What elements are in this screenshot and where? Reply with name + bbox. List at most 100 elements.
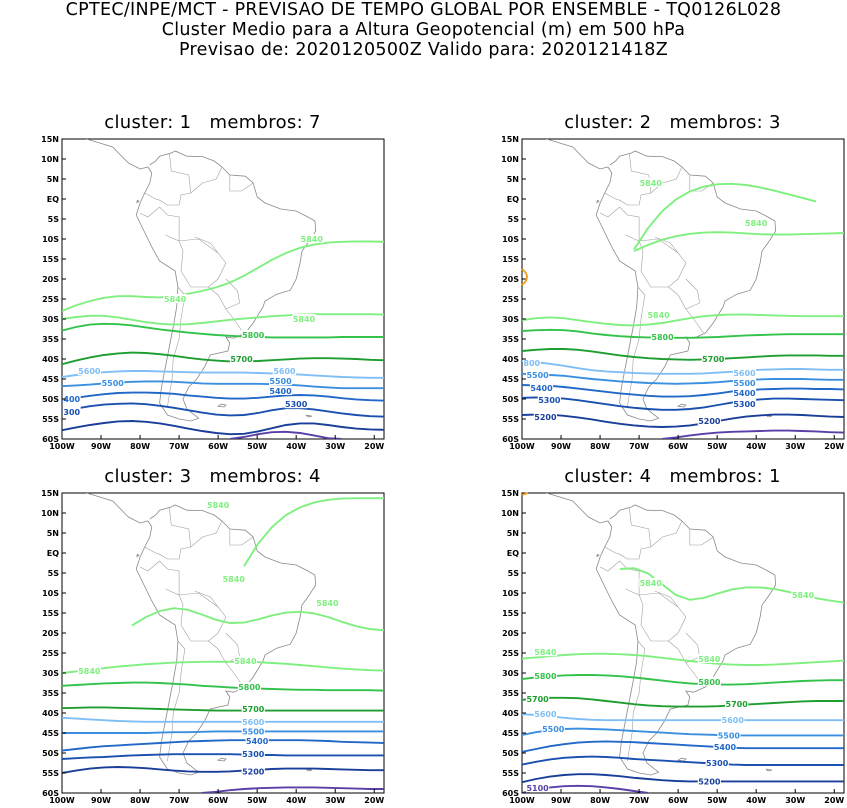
contour-5840 (243, 497, 384, 567)
lon-tick-label: 60W (668, 796, 688, 805)
lat-tick-label: 50S (502, 749, 519, 758)
contour-label-bg (268, 376, 293, 385)
coastline (545, 493, 777, 776)
country-border (654, 236, 679, 254)
contour-5700 (62, 706, 384, 712)
lon-tick-label: 70W (169, 796, 189, 805)
island (596, 553, 600, 558)
contour-label-5300: 5300 (733, 400, 756, 409)
panel-title: cluster: 3 membros: 4 (104, 466, 321, 487)
contour-label-bg (241, 330, 265, 339)
country-border (654, 590, 679, 608)
lat-tick-label: 55S (42, 415, 59, 424)
contour-label-bg (62, 394, 81, 403)
contour-label-bg (529, 383, 554, 393)
lon-tick-label: 60W (208, 442, 228, 451)
map-cluster-4: 5840 5840 5840 5840 5800 5800 5700 5700 5600 5600… (501, 489, 845, 805)
contour-label-bg (62, 406, 81, 416)
contour-5840 (633, 231, 844, 252)
lat-tick-label: 60S (42, 435, 59, 444)
contour-5200 (522, 413, 844, 428)
contour-5840 (633, 182, 817, 250)
country-border (604, 506, 652, 560)
contour-label-5800: 5800 (651, 333, 674, 342)
lat-tick-label: 30S (502, 315, 519, 324)
lat-tick-label: 20S (502, 629, 519, 638)
lat-tick-label: 10S (42, 589, 59, 598)
island (216, 403, 227, 408)
contour-label-5500: 5500 (242, 727, 265, 736)
lat-tick-label: 15N (501, 489, 519, 498)
lon-tick-label: 70W (629, 796, 649, 805)
country-border (190, 520, 223, 548)
lat-tick-label: 40S (502, 355, 519, 364)
lat-tick-label: 10N (501, 509, 519, 518)
lon-tick-label: 40W (286, 442, 306, 451)
island (305, 768, 312, 772)
contour-label-5700: 5700 (726, 700, 749, 709)
contour-label-5840: 5840 (164, 295, 187, 304)
lat-tick-label: EQ (507, 549, 519, 558)
country-border (668, 278, 700, 310)
lon-tick-label: 80W (590, 442, 610, 451)
contour-5800 (522, 674, 844, 686)
lon-tick-label: 20W (824, 442, 844, 451)
lat-tick-label: 30S (42, 315, 59, 324)
lat-tick-label: 35S (502, 689, 519, 698)
contour-5400 (62, 739, 384, 752)
contour-5880 (521, 268, 528, 286)
contour-label-bg (315, 598, 340, 607)
contour-label-5840: 5840 (78, 667, 101, 676)
contour-label-bg (732, 368, 757, 377)
lon-tick-label: 20W (364, 796, 384, 805)
contour-label-5800: 5800 (242, 331, 265, 340)
island (596, 199, 600, 204)
contour-label-5600: 5600 (733, 369, 756, 378)
lat-tick-label: 50S (42, 395, 59, 404)
contour-label-bg (732, 398, 757, 408)
contour-label-5200: 5200 (534, 413, 557, 422)
contour-5300 (62, 402, 384, 418)
lat-tick-label: EQ (507, 195, 519, 204)
contour-label-5300: 5300 (706, 759, 729, 768)
contour-label-5840: 5840 (698, 655, 721, 664)
country-border (638, 592, 687, 642)
lat-tick-label: EQ (47, 195, 59, 204)
lat-tick-label: EQ (47, 549, 59, 558)
contour-5100 (229, 430, 343, 439)
lon-tick-label: 100W (49, 442, 75, 451)
lon-tick-label: 70W (629, 442, 649, 451)
lat-tick-label: 10N (41, 155, 59, 164)
lat-tick-label: 60S (502, 789, 519, 798)
lat-tick-label: 5N (47, 529, 59, 538)
lat-tick-label: 20S (42, 275, 59, 284)
lon-tick-label: 80W (130, 442, 150, 451)
contour-label-bg (222, 574, 246, 583)
contour-label-bg (650, 332, 675, 341)
map-frame (61, 138, 385, 440)
contour-5800 (62, 681, 384, 692)
country-border (194, 590, 219, 608)
contour-label-5840: 5840 (316, 599, 339, 608)
country-border (668, 632, 700, 664)
contour-label-5840: 5840 (647, 311, 670, 320)
contour-label-bg (300, 234, 324, 243)
lat-tick-label: 25S (42, 295, 59, 304)
contour-label-5500: 5500 (269, 377, 292, 386)
contour-label-5500: 5500 (542, 725, 565, 734)
lon-tick-label: 50W (247, 796, 267, 805)
lat-tick-label: 60S (502, 435, 519, 444)
country-border (229, 529, 254, 546)
contour-5700 (62, 351, 384, 366)
contour-label-5400: 5400 (246, 737, 269, 746)
country-border (689, 529, 714, 546)
lat-tick-label: 35S (42, 335, 59, 344)
country-border (194, 236, 219, 254)
coastline (85, 493, 317, 776)
lon-tick-label: 100W (49, 796, 75, 805)
lon-tick-label: 30W (785, 442, 805, 451)
lon-tick-label: 90W (551, 796, 571, 805)
lat-tick-label: 40S (42, 355, 59, 364)
contour-5200 (62, 766, 384, 774)
country-border (208, 632, 240, 664)
